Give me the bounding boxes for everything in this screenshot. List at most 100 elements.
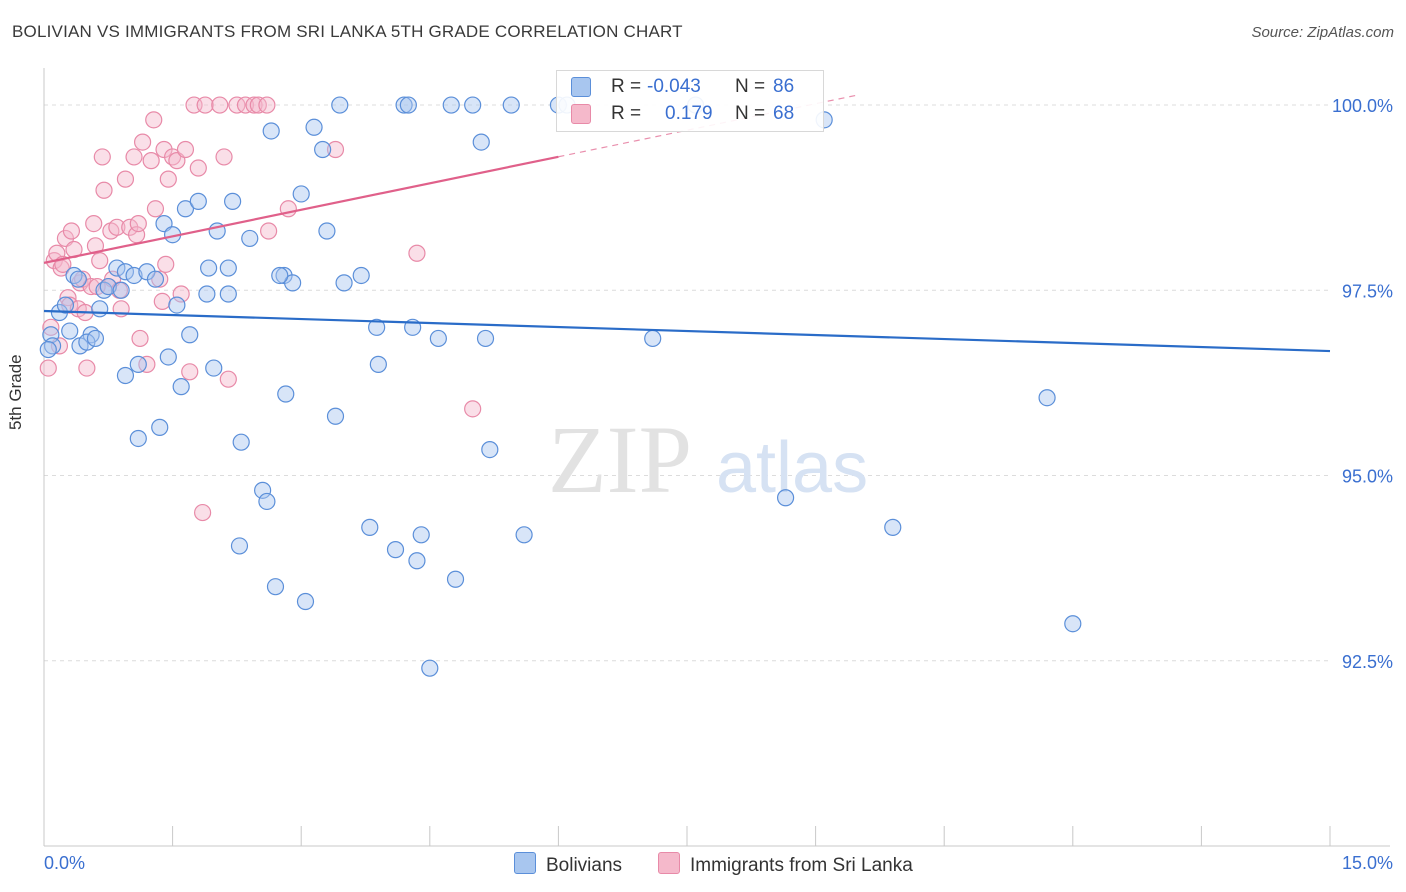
data-point-bolivians [61,322,79,340]
bottom-legend-bolivians: Bolivians [514,852,622,877]
x-tick-labels: 0.0% 15.0% [44,853,1393,873]
data-point-bolivians [429,329,447,348]
series-bolivians-points [39,96,1082,677]
legend-n-label: N = [735,103,766,124]
data-point-bolivians [515,526,533,544]
data-point-sri-lanka [39,359,57,377]
data-point-bolivians [262,122,280,140]
legend-r-label: R = [611,103,642,124]
data-point-bolivians [78,333,96,351]
bottom-legend-label-sri-lanka: Immigrants from Sri Lanka [690,855,913,876]
chart-title: BOLIVIAN VS IMMIGRANTS FROM SRI LANKA 5T… [12,22,683,41]
data-point-bolivians [151,418,169,436]
data-point-sri-lanka [176,140,195,159]
legend-r-label: R = [611,76,642,97]
x-tick-label-min: 0.0% [44,853,85,873]
data-point-bolivians [408,552,426,570]
data-point-bolivians [56,296,75,314]
data-point-sri-lanka [245,96,263,114]
y-tick-label: 100.0% [1332,96,1393,116]
data-point-sri-lanka [116,170,135,188]
data-point-bolivians [205,359,223,377]
data-point-bolivians [189,192,207,210]
y-tick-label: 92.5% [1342,652,1393,672]
data-point-bolivians [361,518,379,536]
data-point-bolivians [442,96,460,114]
data-point-bolivians [219,259,237,277]
legend-swatch-pink [571,104,591,124]
correlation-legend: R = -0.043 N = 86 R = 0.179 N = 68 [556,70,824,132]
data-point-sri-lanka [78,359,96,377]
data-point-bolivians [241,229,259,248]
data-point-sri-lanka [85,215,103,233]
bottom-legend-sri-lanka: Immigrants from Sri Lanka [658,852,913,877]
data-point-sri-lanka [93,148,111,166]
data-point-sri-lanka [181,363,199,381]
data-point-sri-lanka [142,152,160,170]
data-point-bolivians [39,340,57,359]
data-point-sri-lanka [153,292,171,310]
data-point-bolivians [232,433,250,451]
data-point-sri-lanka [219,370,237,388]
data-point-bolivians [181,326,199,344]
data-point-sri-lanka [108,218,126,236]
bottom-legend-swatch-pink [658,852,680,874]
trend-line-bolivians [43,309,1331,353]
data-point-bolivians [159,348,177,366]
data-point-bolivians [464,96,482,114]
data-point-bolivians [335,274,353,292]
legend-row-bolivians: R = -0.043 N = 86 [557,76,823,98]
data-point-sri-lanka [260,222,278,240]
data-point-bolivians [129,355,147,373]
trend-lines [43,94,1331,353]
data-point-sri-lanka [82,277,100,296]
data-point-sri-lanka [194,503,212,522]
data-point-sri-lanka [129,215,147,233]
data-point-bolivians [198,285,216,303]
data-point-bolivians [91,300,109,318]
data-point-bolivians [99,277,117,296]
data-point-sri-lanka [464,400,482,418]
data-point-bolivians [386,541,405,559]
data-point-bolivians [472,133,490,151]
data-point-sri-lanka [95,181,113,199]
data-point-sri-lanka [151,270,169,288]
watermark-atlas: atlas [716,428,868,508]
data-point-bolivians [446,570,465,588]
watermark-zip: ZIP [548,406,692,513]
bottom-legend-label-bolivians: Bolivians [546,855,623,876]
data-point-bolivians [108,259,126,277]
data-point-bolivians [176,200,195,218]
data-point-bolivians [421,659,439,677]
data-point-bolivians [284,274,302,292]
data-point-sri-lanka [157,255,175,273]
data-point-bolivians [368,318,386,336]
source-label: Source: ZipAtlas.com [1251,24,1394,41]
data-point-bolivians [296,592,315,611]
watermark: ZIP atlas [548,406,868,513]
y-tick-label: 97.5% [1342,281,1393,301]
data-point-bolivians [314,140,332,159]
data-point-bolivians [230,537,249,555]
legend-r-value: 0.179 [665,103,713,124]
data-point-sri-lanka [258,96,276,114]
y-tick-label: 95.0% [1342,467,1393,487]
legend-row-sri-lanka: R = 0.179 N = 68 [557,103,823,125]
data-point-bolivians [69,270,87,288]
x-tick-label-max: 15.0% [1342,853,1393,873]
data-point-bolivians [116,366,135,385]
data-point-bolivians [481,440,499,459]
data-point-sri-lanka [62,222,81,240]
data-point-sri-lanka [131,329,149,348]
data-point-bolivians [168,296,186,314]
grid-lines [44,104,1330,662]
data-point-bolivians [369,355,387,373]
data-point-bolivians [331,96,349,114]
data-point-sri-lanka [196,96,214,114]
legend-n-value: 86 [773,76,795,97]
data-point-sri-lanka [408,244,426,262]
y-tick-labels: 100.0% 97.5% 95.0% 92.5% [1332,96,1393,672]
data-point-bolivians [326,407,345,425]
data-point-bolivians [146,270,165,288]
data-point-bolivians [1038,389,1056,407]
